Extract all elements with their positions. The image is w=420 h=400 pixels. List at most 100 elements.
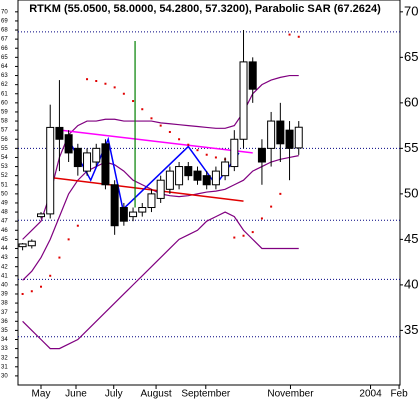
y-tick-left-label: 40 — [1, 282, 8, 288]
y-tick-left-label: 32 — [1, 355, 8, 361]
sar-dot — [132, 100, 135, 103]
y-tick-left-label: 70 — [1, 9, 8, 15]
y-tick-label: 50 — [404, 185, 418, 200]
sar-dot — [150, 117, 153, 120]
sar-dot — [196, 149, 199, 152]
sar-dot — [95, 80, 98, 83]
sar-dot — [187, 143, 190, 146]
candle-body — [184, 166, 193, 177]
candle-body — [37, 213, 46, 218]
candle-body — [276, 120, 285, 145]
y-tick-left-label: 37 — [1, 310, 8, 316]
sar-dot — [233, 236, 236, 239]
y-tick-left-label: 41 — [1, 273, 8, 279]
y-tick-left-label: 68 — [1, 28, 8, 34]
sar-dot — [168, 130, 171, 133]
sar-dot — [205, 153, 208, 156]
candle-body — [221, 161, 230, 177]
sar-dot — [159, 124, 162, 127]
y-tick-left-label: 62 — [1, 82, 8, 88]
sar-dot — [49, 274, 52, 277]
sar-dot — [113, 86, 116, 89]
x-tick-label: August — [141, 389, 172, 400]
y-tick-left-label: 59 — [1, 110, 8, 116]
y-tick-label: 65 — [404, 49, 418, 64]
sar-dot — [178, 138, 181, 141]
plot-area — [17, 0, 401, 386]
y-tick-left-label: 43 — [1, 255, 8, 261]
y-tick-left-label: 53 — [1, 164, 8, 170]
trend-line — [60, 129, 253, 154]
y-tick-label: 60 — [404, 94, 418, 109]
y-tick-left-label: 31 — [1, 364, 8, 370]
y-tick-left-label: 35 — [1, 328, 8, 334]
y-tick-left-label: 65 — [1, 55, 8, 61]
y-tick-left-label: 30 — [1, 373, 8, 379]
sar-dot — [122, 92, 125, 95]
sar-dot — [288, 33, 291, 36]
candle-body — [285, 129, 294, 149]
x-tick-label: June — [65, 389, 87, 400]
sar-dot — [104, 82, 107, 85]
y-tick-left-label: 67 — [1, 37, 8, 43]
y-tick-left-label: 61 — [1, 91, 8, 97]
y-tick-left-label: 66 — [1, 46, 8, 52]
sar-dot — [21, 292, 24, 295]
x-tick-label: Feb — [390, 389, 408, 400]
y-tick-left-label: 69 — [1, 19, 8, 25]
candle-body — [110, 184, 119, 227]
sar-dot — [279, 192, 282, 195]
y-tick-label: 70 — [404, 3, 418, 18]
y-tick-left-label: 57 — [1, 128, 8, 134]
y-tick-left-label: 58 — [1, 119, 8, 125]
y-tick-left-label: 54 — [1, 155, 8, 161]
sar-dot — [58, 256, 61, 259]
y-tick-left-label: 52 — [1, 173, 8, 179]
y-tick-left-label: 38 — [1, 301, 8, 307]
candle-body — [156, 179, 165, 199]
y-tick-left-label: 64 — [1, 64, 8, 70]
y-tick-left-label: 33 — [1, 346, 8, 352]
candle-body — [248, 61, 257, 90]
trend-line — [50, 176, 244, 202]
candle-body — [129, 211, 138, 218]
y-tick-left-label: 45 — [1, 237, 8, 243]
candle-body — [202, 175, 211, 186]
y-tick-left-label: 36 — [1, 319, 8, 325]
y-tick-left-label: 39 — [1, 292, 8, 298]
sar-dot — [270, 205, 273, 208]
candle-body — [55, 126, 64, 140]
candle-body — [147, 193, 156, 209]
sar-dot — [297, 35, 300, 38]
sar-dot — [86, 78, 89, 81]
x-tick-label: 2004 — [359, 389, 382, 400]
sar-dot — [251, 231, 254, 234]
candle-body — [73, 147, 82, 168]
chart-title: RTKM (55.0500, 58.0000, 54.2800, 57.3200… — [29, 3, 381, 15]
y-tick-left-label: 49 — [1, 201, 8, 207]
x-tick-label: May — [32, 389, 51, 400]
y-tick-left-label: 47 — [1, 219, 8, 225]
sar-dot — [40, 285, 43, 288]
sar-dot — [214, 156, 217, 159]
sar-dot — [76, 224, 79, 227]
candle-body — [101, 143, 110, 186]
y-tick-label: 45 — [404, 231, 418, 246]
y-tick-label: 40 — [404, 276, 418, 291]
y-tick-label: 55 — [404, 140, 418, 155]
sar-dot — [141, 108, 144, 111]
candle-body — [92, 147, 101, 163]
y-tick-left-label: 48 — [1, 210, 8, 216]
candle-body — [18, 243, 27, 248]
candle-body — [211, 170, 220, 186]
y-tick-left-label: 63 — [1, 73, 8, 79]
candle-body — [64, 134, 73, 154]
y-tick-left-label: 34 — [1, 337, 8, 343]
candle-body — [83, 152, 92, 172]
candle-body — [119, 207, 128, 222]
y-tick-left-label: 46 — [1, 228, 8, 234]
candle-body — [230, 138, 239, 168]
candle-body — [257, 147, 266, 163]
x-tick-label: November — [267, 389, 314, 400]
